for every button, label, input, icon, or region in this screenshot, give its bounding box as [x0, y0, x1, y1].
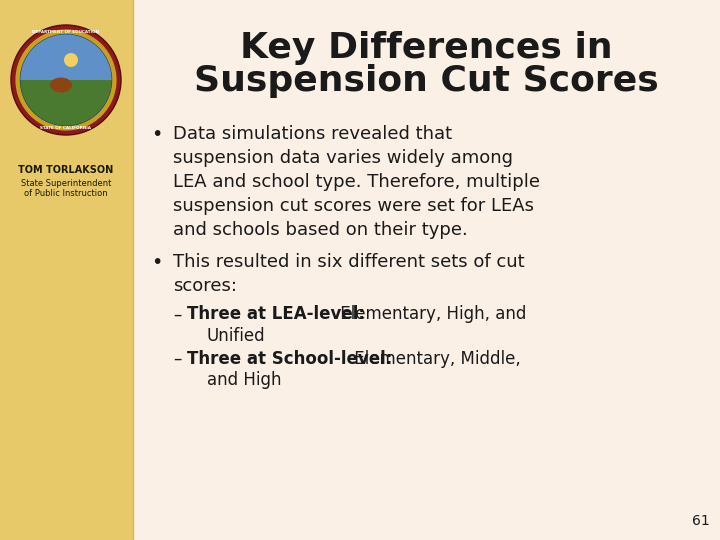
Text: Elementary, Middle,: Elementary, Middle, [349, 350, 521, 368]
Bar [0, 0, 133, 540]
Text: DEPARTMENT OF EDUCATION: DEPARTMENT OF EDUCATION [32, 30, 99, 34]
Circle shape [64, 53, 78, 67]
Text: and schools based on their type.: and schools based on their type. [173, 221, 468, 239]
Text: suspension cut scores were set for LEAs: suspension cut scores were set for LEAs [173, 197, 534, 215]
Text: –: – [173, 305, 181, 323]
Text: Three at School-level:: Three at School-level: [187, 350, 392, 368]
Text: This resulted in six different sets of cut: This resulted in six different sets of c… [173, 253, 525, 271]
Text: State Superintendent: State Superintendent [21, 179, 111, 188]
Text: Suspension Cut Scores: Suspension Cut Scores [194, 64, 659, 98]
Text: of Public Instruction: of Public Instruction [24, 190, 108, 199]
Circle shape [11, 25, 121, 135]
Circle shape [20, 34, 112, 126]
Text: scores:: scores: [173, 278, 237, 295]
Text: suspension data varies widely among: suspension data varies widely among [173, 149, 513, 167]
Text: TOM TORLAKSON: TOM TORLAKSON [19, 165, 114, 175]
Circle shape [15, 29, 117, 131]
Text: Data simulations revealed that: Data simulations revealed that [173, 125, 452, 143]
Text: Unified: Unified [207, 327, 266, 345]
Ellipse shape [50, 78, 72, 92]
Text: Key Differences in: Key Differences in [240, 31, 613, 65]
Text: Three at LEA-level:: Three at LEA-level: [187, 305, 365, 323]
Text: and High: and High [207, 372, 282, 389]
Text: 61: 61 [692, 514, 710, 528]
Text: Elementary, High, and: Elementary, High, and [335, 305, 526, 323]
Wedge shape [20, 80, 112, 126]
Text: –: – [173, 350, 181, 368]
Wedge shape [20, 35, 112, 80]
Text: LEA and school type. Therefore, multiple: LEA and school type. Therefore, multiple [173, 173, 540, 191]
Text: •: • [151, 125, 163, 144]
Text: •: • [151, 253, 163, 272]
Text: STATE OF CALIFORNIA: STATE OF CALIFORNIA [40, 126, 91, 130]
